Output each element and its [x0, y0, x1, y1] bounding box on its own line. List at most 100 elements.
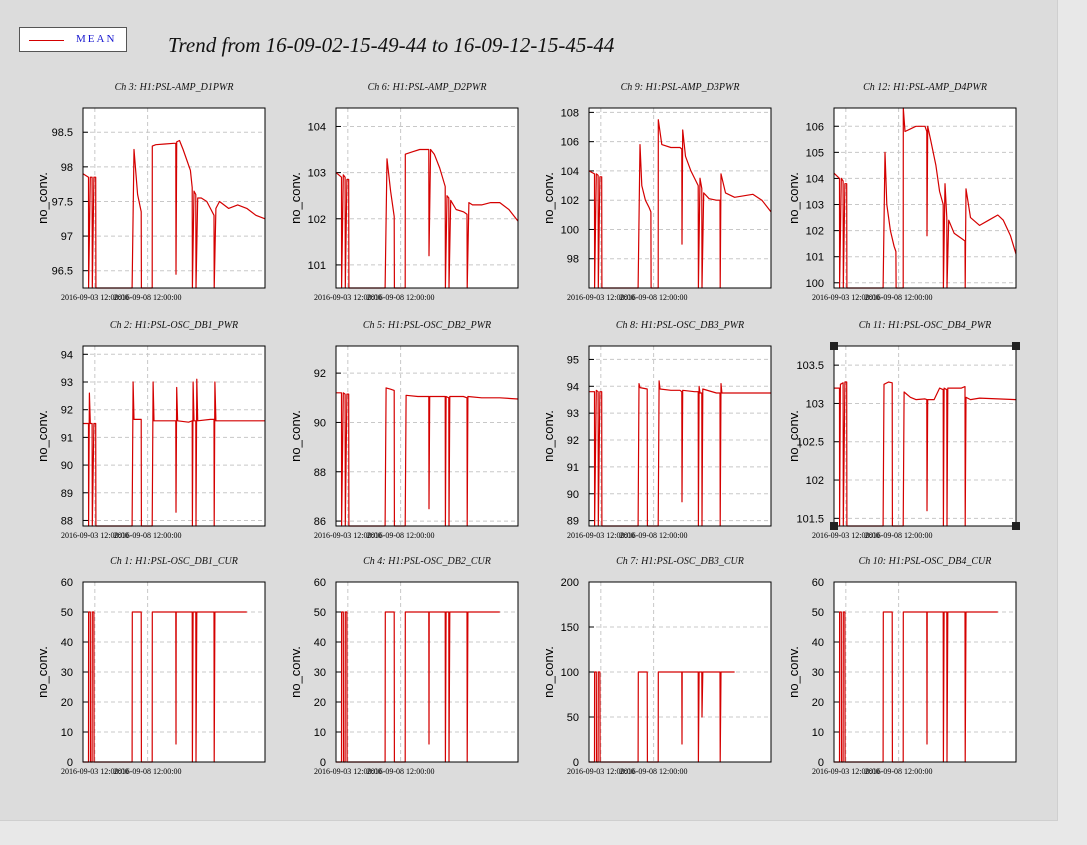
plot-canvas: MEAN Trend from 16-09-02-15-49-44 to 16-… [0, 0, 1058, 821]
chart-series-line [335, 148, 519, 289]
chart-y-tick-label: 94 [61, 349, 73, 361]
chart-y-tick-label: 200 [561, 577, 579, 589]
page-title: Trend from 16-09-02-15-49-44 to 16-09-12… [168, 33, 615, 57]
chart-x-tick-label: 2016-09-08 12:00:00 [367, 293, 435, 302]
chart-y-tick-label: 86 [314, 516, 326, 528]
chart-y-tick-label: 90 [314, 417, 326, 429]
chart-x-tick-label: 2016-09-08 12:00:00 [367, 767, 435, 776]
chart-plot-area [336, 346, 518, 526]
chart-frame [82, 345, 266, 527]
chart-title: Ch 8: H1:PSL-OSC_DB3_PWR [616, 320, 744, 331]
chart-panel: 0 50 100 150 200 2016-09-03 12:00:002016-09-0… [541, 556, 772, 776]
chart-frame [335, 107, 519, 289]
chart-frame [588, 107, 772, 289]
chart-y-tick-label: 50 [61, 607, 73, 619]
chart-frame [82, 581, 266, 763]
chart-y-tick-label: 103 [308, 168, 326, 180]
chart-plot-area [83, 346, 265, 526]
chart-x-tick-label: 2016-09-03 12:00:00 [567, 293, 635, 302]
chart-y-tick-label: 0 [818, 757, 824, 769]
chart-y-axis-label: no_conv. [35, 172, 50, 224]
chart-y-tick-label: 95 [567, 354, 579, 366]
selection-handle[interactable] [830, 522, 838, 530]
chart-y-tick-label: 101 [806, 252, 824, 264]
chart-y-tick-label: 50 [567, 712, 579, 724]
chart-plot-area [834, 346, 1016, 526]
chart-x-tick-label: 2016-09-08 12:00:00 [114, 767, 182, 776]
chart-title: Ch 11: H1:PSL-OSC_DB4_PWR [859, 320, 992, 331]
chart-y-tick-label: 90 [61, 460, 73, 472]
chart-x-tick-label: 2016-09-08 12:00:00 [114, 293, 182, 302]
chart-y-tick-label: 40 [61, 637, 73, 649]
chart-x-tick-label: 2016-09-03 12:00:00 [61, 531, 129, 540]
chart-panel: 0 10 20 30 40 50 60 2016-09-03 12:00:002016-09-… [288, 556, 519, 776]
chart-y-tick-label: 102 [308, 214, 326, 226]
chart-title: Ch 7: H1:PSL-OSC_DB3_CUR [616, 556, 744, 567]
chart-y-axis-label: no_conv. [288, 172, 303, 224]
chart-panel: 96.5 97 97.5 98 98.5 2016-09-03 12:00:002016-… [35, 82, 266, 302]
chart-y-tick-label: 40 [314, 637, 326, 649]
chart-frame [588, 345, 772, 527]
chart-y-tick-label: 10 [314, 727, 326, 739]
chart-x-tick-label: 2016-09-08 12:00:00 [620, 531, 688, 540]
chart-frame [335, 581, 519, 763]
chart-title: Ch 12: H1:PSL-AMP_D4PWR [863, 82, 987, 93]
chart-y-tick-label: 40 [812, 637, 824, 649]
selection-handle[interactable] [830, 342, 838, 350]
chart-y-tick-label: 92 [61, 405, 73, 417]
chart-y-tick-label: 106 [806, 121, 824, 133]
chart-frame [833, 107, 1017, 289]
chart-y-tick-label: 0 [320, 757, 326, 769]
plots-grid: 96.5 97 97.5 98 98.5 2016-09-03 12:00:00 2016-… [35, 82, 1020, 776]
selection-handle[interactable] [1012, 342, 1020, 350]
chart-panel: 0 10 20 30 40 50 60 2016-09-03 12:00:002016-09-… [35, 556, 266, 776]
chart-frame [82, 107, 266, 289]
chart-title: Ch 9: H1:PSL-AMP_D3PWR [621, 82, 740, 93]
chart-y-axis-label: no_conv. [35, 410, 50, 462]
selection-handle[interactable] [1012, 522, 1020, 530]
chart-y-tick-label: 92 [314, 368, 326, 380]
chart-y-tick-label: 104 [308, 121, 326, 133]
chart-plot-area [589, 346, 771, 526]
chart-panel: 98 100 102 104 106 108 2016-09-03 12:00:002016… [541, 82, 772, 302]
chart-y-tick-label: 96.5 [52, 266, 73, 278]
chart-y-tick-label: 94 [567, 381, 579, 393]
chart-title: Ch 3: H1:PSL-AMP_D1PWR [115, 82, 234, 93]
chart-y-tick-label: 104 [806, 173, 824, 185]
chart-series-line [83, 378, 265, 527]
chart-x-tick-label: 2016-09-03 12:00:00 [567, 531, 635, 540]
chart-x-tick-label: 2016-09-08 12:00:00 [865, 531, 933, 540]
chart-plot-area [834, 108, 1016, 288]
chart-y-tick-label: 89 [567, 516, 579, 528]
chart-y-tick-label: 98.5 [52, 127, 73, 139]
chart-y-tick-label: 102.5 [796, 437, 824, 449]
chart-title: Ch 4: H1:PSL-OSC_DB2_CUR [363, 556, 491, 567]
chart-y-tick-label: 10 [61, 727, 73, 739]
chart-x-tick-label: 2016-09-03 12:00:00 [812, 767, 880, 776]
chart-frame [833, 581, 1017, 763]
chart-y-tick-label: 30 [812, 667, 824, 679]
chart-y-tick-label: 60 [812, 577, 824, 589]
chart-y-tick-label: 104 [561, 166, 579, 178]
chart-y-tick-label: 88 [314, 467, 326, 479]
chart-y-tick-label: 88 [61, 515, 73, 527]
chart-x-tick-label: 2016-09-03 12:00:00 [314, 767, 382, 776]
chart-x-tick-label: 2016-09-08 12:00:00 [865, 293, 933, 302]
legend-label: MEAN [76, 33, 117, 45]
chart-y-axis-label: no_conv. [541, 646, 556, 698]
chart-y-axis-label: no_conv. [288, 410, 303, 462]
chart-x-tick-label: 2016-09-03 12:00:00 [567, 767, 635, 776]
chart-y-tick-label: 100 [561, 667, 579, 679]
chart-y-tick-label: 98 [61, 162, 73, 174]
chart-x-tick-label: 2016-09-08 12:00:00 [865, 767, 933, 776]
chart-title: Ch 5: H1:PSL-OSC_DB2_PWR [363, 320, 491, 331]
chart-plot-area [336, 108, 518, 288]
chart-y-axis-label: no_conv. [786, 646, 801, 698]
chart-y-tick-label: 101.5 [796, 513, 824, 525]
chart-y-tick-label: 102 [806, 226, 824, 238]
chart-title: Ch 1: H1:PSL-OSC_DB1_CUR [110, 556, 238, 567]
chart-y-tick-label: 0 [67, 757, 73, 769]
chart-y-tick-label: 92 [567, 435, 579, 447]
chart-x-tick-label: 2016-09-03 12:00:00 [61, 293, 129, 302]
